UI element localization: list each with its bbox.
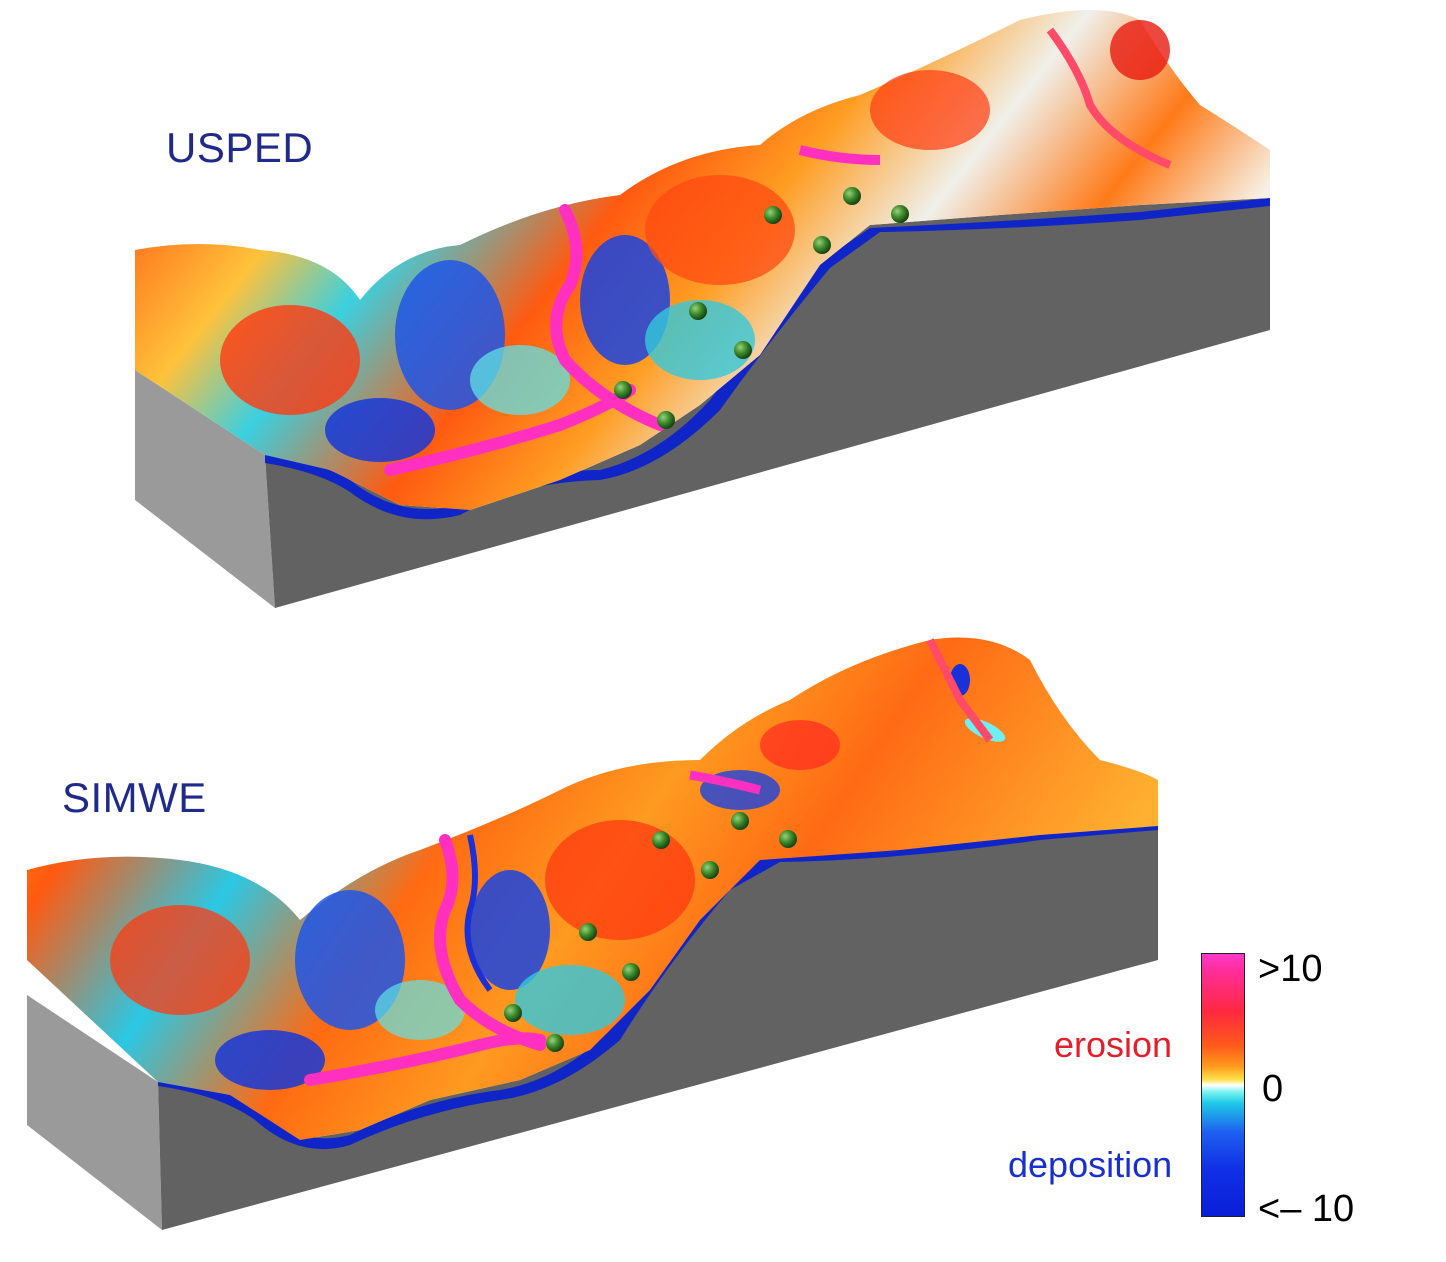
simwe-block-end-face (27, 995, 162, 1230)
sample-point-marker (579, 923, 597, 941)
simwe-terrain (27, 637, 1158, 1230)
usped-erosion-zone (870, 70, 990, 150)
usped-channel (1046, 27, 1172, 169)
simwe-erosion-zone (545, 820, 695, 940)
usped-deposition-zone (325, 398, 435, 462)
sample-point-marker (734, 341, 752, 359)
usped-panel-title: USPED (166, 124, 314, 171)
sample-point-marker (891, 205, 909, 223)
colorbar-zero-label: 0 (1262, 1068, 1284, 1110)
sample-point-marker (652, 831, 670, 849)
usped-terrain (135, 10, 1270, 608)
sample-point-marker (701, 861, 719, 879)
usped-block-end-face (135, 370, 275, 608)
simwe-channel (304, 834, 546, 1086)
deposition-label: deposition (1008, 1144, 1173, 1185)
sample-point-marker (813, 236, 831, 254)
sample-point-marker (546, 1034, 564, 1052)
usped-deposition-zone (645, 300, 755, 380)
sample-point-marker (504, 1004, 522, 1022)
erosion-label: erosion (1054, 1024, 1173, 1065)
simwe-deposition-zone (470, 870, 550, 990)
colorbar-min-label: <– 10 (1258, 1188, 1355, 1230)
sample-point-marker (731, 812, 749, 830)
simwe-panel-title: SIMWE (62, 774, 207, 821)
simwe-erosion-zone (760, 720, 840, 770)
simwe-deposition-zone (215, 1030, 325, 1090)
simwe-channel (464, 834, 493, 992)
simwe-deposition-zone (375, 980, 465, 1040)
simwe-erosion-zone (110, 905, 250, 1015)
simwe-deposition-rim (158, 822, 1158, 1150)
usped-erosion-zone (1110, 20, 1170, 80)
usped-block-front-face (265, 198, 1270, 608)
usped-erosion-zone (220, 305, 360, 415)
colorbar (1201, 953, 1245, 1217)
simwe-channel (689, 770, 762, 795)
sample-point-marker (614, 381, 632, 399)
sample-point-marker (622, 963, 640, 981)
usped-channel (798, 145, 881, 165)
simwe-deposition-zone (515, 965, 625, 1035)
sample-point-marker (779, 830, 797, 848)
usped-channel (384, 204, 666, 476)
simwe-block-front-face (158, 826, 1158, 1230)
simwe-deposition-zone (295, 890, 405, 1030)
sample-point-marker (657, 411, 675, 429)
usped-erosion-zone (645, 175, 795, 285)
sample-point-marker (689, 302, 707, 320)
simwe-channel (926, 638, 994, 743)
usped-deposition-zone (470, 345, 570, 415)
sample-point-marker (764, 206, 782, 224)
sample-point-marker (843, 187, 861, 205)
colorbar-max-label: >10 (1258, 948, 1323, 990)
